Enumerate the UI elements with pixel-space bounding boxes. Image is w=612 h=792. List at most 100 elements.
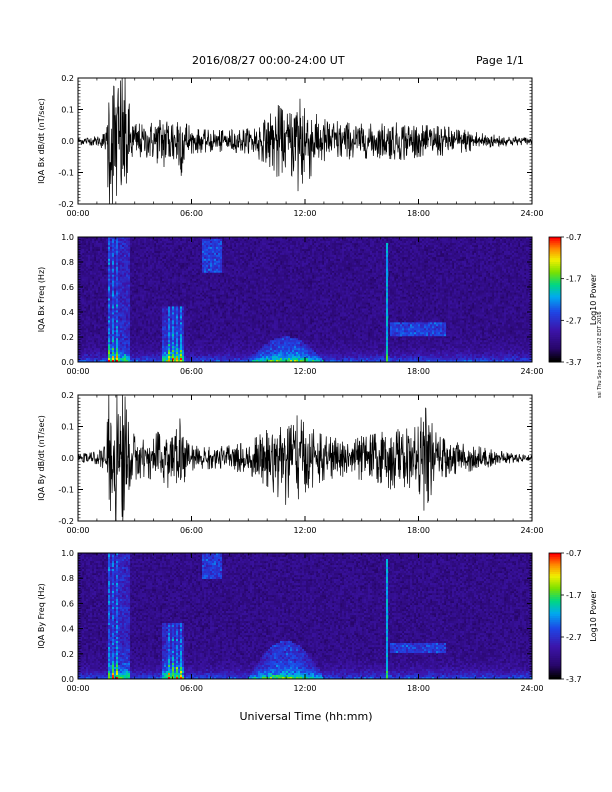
spectrogram-cell [188, 316, 191, 319]
spectrogram-cell [230, 290, 233, 293]
spectrogram-cell [202, 256, 205, 260]
spectrogram-cell [136, 306, 139, 309]
spectrogram-cell [162, 306, 165, 309]
spectrogram-cell [148, 294, 151, 297]
spectrogram-cell [238, 328, 241, 331]
spectrogram-cell [78, 320, 81, 323]
spectrogram-cell [154, 292, 157, 295]
spectrogram-cell [148, 318, 151, 321]
spectrogram-cell [148, 332, 151, 335]
spectrogram-cell [230, 320, 233, 323]
spectrogram-cell [214, 328, 217, 331]
spectrogram-cell [104, 336, 107, 339]
spectrogram-cell [210, 342, 213, 345]
spectrogram-cell [168, 340, 171, 343]
spectrogram-cell [88, 312, 91, 315]
spectrogram-cell [134, 248, 137, 252]
spectrogram-cell [102, 316, 105, 319]
spectrogram-cell [218, 240, 221, 244]
spectrogram-cell [90, 358, 93, 361]
spectrogram-cell [92, 270, 95, 274]
spectrogram-cell [126, 346, 129, 349]
spectrogram-cell [214, 290, 217, 293]
spectrogram-cell [92, 326, 95, 329]
spectrogram-cell [174, 318, 177, 321]
spectrogram-cell [212, 320, 215, 323]
spectrogram-cell [238, 280, 241, 283]
spectrogram-cell [190, 290, 193, 293]
spectrogram-cell [208, 270, 211, 274]
spectrogram-cell [182, 308, 185, 311]
spectrogram-cell [104, 340, 107, 343]
spectrogram-cell [94, 360, 97, 363]
spectrogram-cell [186, 314, 189, 317]
spectrogram-cell [140, 302, 143, 305]
spectrogram-cell [226, 354, 229, 357]
spectrogram-cell [168, 332, 171, 335]
spectrogram-cell [110, 272, 113, 275]
spectrogram-cell [132, 346, 135, 349]
spectrogram-cell [134, 250, 137, 254]
spectrogram-cell [206, 288, 209, 291]
spectrogram-cell [236, 244, 239, 248]
spectrogram-cell [124, 322, 127, 325]
spectrogram-cell [146, 282, 149, 285]
spectrogram-cell [210, 274, 213, 277]
spectrogram-cell [148, 360, 151, 363]
spectrogram-cell [230, 276, 233, 279]
spectrogram-cell [112, 350, 115, 353]
spectrogram-cell [170, 290, 173, 293]
spectrogram-cell [180, 302, 183, 305]
spectrogram-cell [132, 356, 135, 359]
spectrogram-cell [218, 316, 221, 319]
spectrogram-cell [190, 322, 193, 325]
spectrogram-cell [110, 290, 113, 293]
spectrogram-cell [148, 310, 151, 313]
spectrogram-cell [222, 240, 225, 244]
spectrogram-cell [112, 296, 115, 299]
spectrogram-cell [84, 348, 87, 351]
spectrogram-cell [106, 354, 109, 357]
spectrogram-cell [190, 286, 193, 289]
spectrogram-cell [198, 246, 201, 250]
spectrogram-cell [170, 304, 173, 307]
spectrogram-cell [104, 312, 107, 315]
spectrogram-cell [184, 360, 187, 363]
spectrogram-cell [202, 266, 205, 270]
spectrogram-cell [206, 334, 209, 337]
spectrogram-cell [180, 358, 183, 361]
spectrogram-cell [80, 252, 83, 256]
spectrogram-cell [154, 306, 157, 309]
spectrogram-cell [218, 244, 221, 248]
spectrogram-cell [220, 240, 223, 244]
spectrogram-cell [92, 332, 95, 335]
spectrogram-cell [194, 262, 197, 266]
spectrogram-cell [110, 308, 113, 311]
spectrogram-cell [86, 262, 89, 266]
spectrogram-cell [230, 268, 233, 272]
spectrogram-cell [214, 254, 217, 258]
spectrogram-cell [140, 268, 143, 272]
spectrogram-cell [112, 332, 115, 335]
spectrogram-cell [210, 302, 213, 305]
spectrogram-cell [116, 332, 119, 335]
spectrogram-cell [190, 242, 193, 246]
spectrogram-cell [118, 284, 121, 287]
spectrogram-cell [236, 330, 239, 333]
spectrogram-cell [82, 308, 85, 311]
spectrogram-cell [234, 304, 237, 307]
spectrogram-cell [126, 336, 129, 339]
spectrogram-cell [214, 292, 217, 295]
spectrogram-cell [220, 278, 223, 281]
spectrogram-cell [220, 344, 223, 347]
spectrogram-cell [110, 254, 113, 258]
spectrogram-cell [102, 318, 105, 321]
spectrogram-cell [188, 270, 191, 274]
spectrogram-cell [86, 356, 89, 359]
spectrogram-cell [214, 306, 217, 309]
spectrogram-cell [236, 352, 239, 355]
spectrogram-cell [154, 338, 157, 341]
spectrogram-cell [158, 292, 161, 295]
spectrogram-cell [232, 280, 235, 283]
spectrogram-cell [130, 284, 133, 287]
